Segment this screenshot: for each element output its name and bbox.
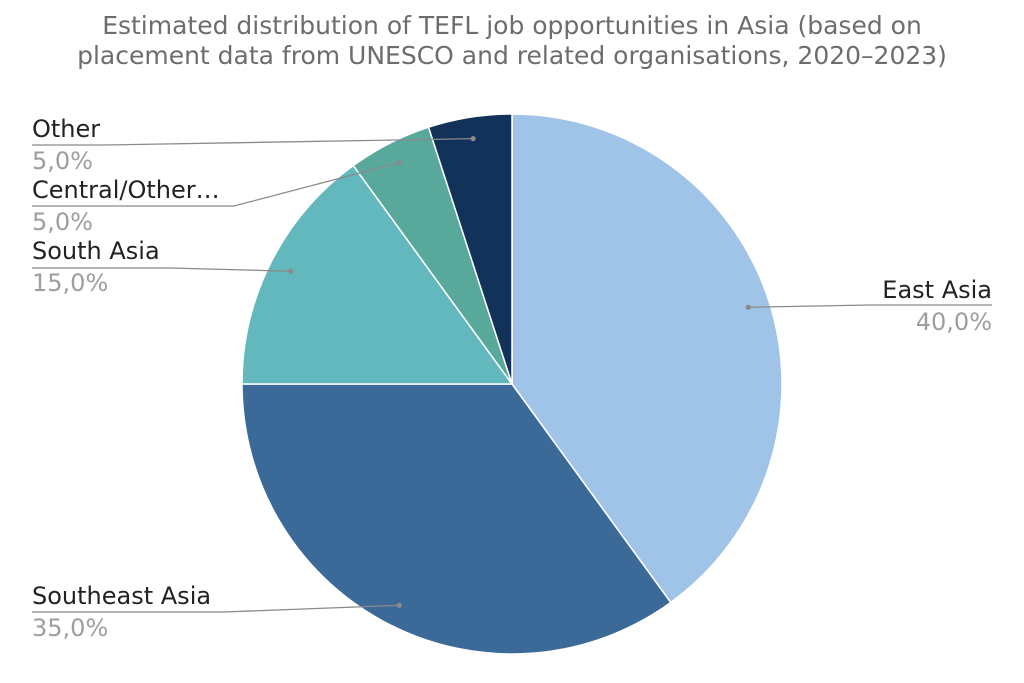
- slice-label-2: South Asia: [32, 237, 160, 265]
- chart-title-line-2: placement data from UNESCO and related o…: [77, 41, 947, 70]
- leader-line-4: [32, 138, 474, 146]
- leader-dot-4: [470, 136, 476, 142]
- slice-value-label-3: 5,0%: [32, 208, 93, 236]
- leader-dot-1: [396, 602, 402, 608]
- leader-line-3: [32, 162, 400, 207]
- slice-label-1: Southeast Asia: [32, 582, 211, 610]
- leader-line-1: [32, 604, 400, 613]
- slice-value-label-0: 40,0%: [916, 308, 992, 336]
- leader-dot-0: [745, 304, 751, 310]
- pie-leader-lines: [32, 136, 992, 613]
- slice-label-3: Central/Other…: [32, 176, 220, 204]
- pie-slice-east-asia: [511, 113, 783, 604]
- chart-title: Estimated distribution of TEFL job oppor…: [77, 11, 947, 70]
- slice-label-0: East Asia: [882, 276, 992, 304]
- slice-value-label-2: 15,0%: [32, 269, 108, 297]
- chart-title-line-1: Estimated distribution of TEFL job oppor…: [102, 11, 922, 40]
- pie-labels: East Asia 40,0% Southeast Asia 35,0% South A…: [32, 115, 992, 642]
- leader-dot-2: [288, 268, 294, 274]
- leader-dot-3: [396, 160, 402, 166]
- slice-label-4: Other: [32, 115, 100, 143]
- pie-slice-south-asia: [241, 164, 514, 385]
- leader-line-2: [32, 267, 291, 272]
- pie-slice-other: [427, 113, 513, 385]
- pie-slices: [241, 113, 783, 655]
- pie-slice-southeast-asia: [241, 383, 672, 655]
- slice-value-label-1: 35,0%: [32, 614, 108, 642]
- slice-value-label-4: 5,0%: [32, 147, 93, 175]
- leader-line-0: [748, 304, 992, 308]
